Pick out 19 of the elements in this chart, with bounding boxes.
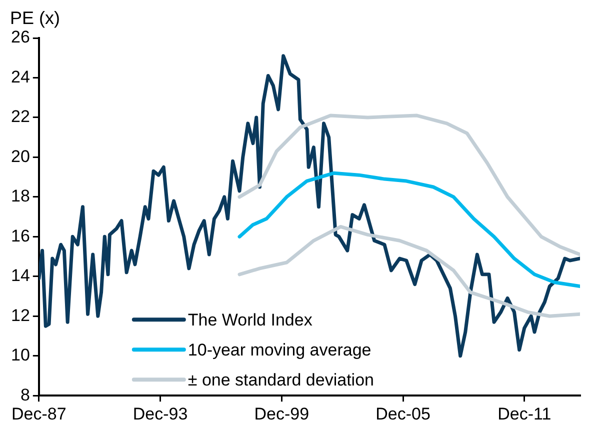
y-tick-label: 20	[10, 146, 30, 166]
y-tick-label: 8	[20, 385, 30, 404]
y-tick-label: 26	[10, 28, 30, 47]
y-tick-label: 18	[10, 186, 30, 206]
x-tick-label: Dec-93	[132, 404, 188, 424]
x-tick-label: Dec-99	[254, 404, 310, 424]
y-tick-label: 10	[10, 346, 30, 365]
legend-label: ± one standard deviation	[188, 370, 374, 390]
y-tick-label: 24	[10, 67, 30, 86]
legend-label: The World Index	[188, 310, 313, 330]
x-tick-label: Dec-87	[12, 404, 66, 424]
legend-label: 10-year moving average	[188, 340, 372, 360]
y-tick-label: 16	[10, 226, 30, 246]
y-tick-label: 14	[10, 266, 30, 286]
x-tick-label: Dec-05	[376, 404, 430, 424]
y-tick-label: 22	[10, 107, 30, 126]
y-tick-label: 12	[10, 306, 30, 325]
y-axis-title: PE (x)	[10, 8, 60, 28]
x-tick-label: Dec-11	[498, 404, 552, 424]
